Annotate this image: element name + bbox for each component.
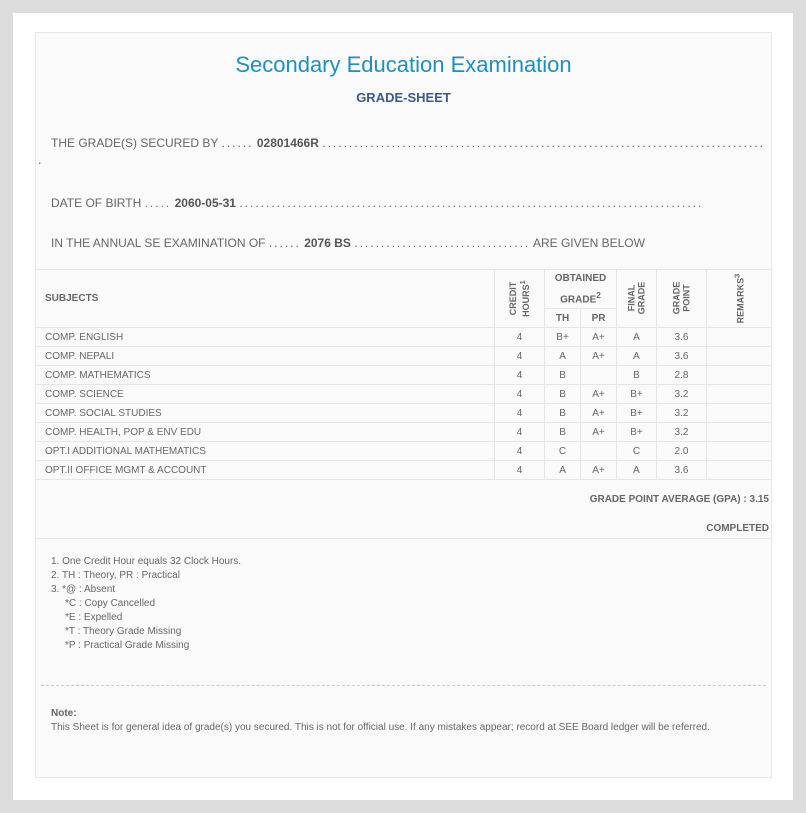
symbol-number: 02801466R — [256, 136, 319, 150]
cell-subject: COMP. MATHEMATICS — [36, 365, 496, 386]
header-credit-hours: CREDIT HOURS1 — [494, 268, 546, 329]
header-obtained-grade: OBTAINED GRADE2 — [544, 268, 618, 310]
cell-final: B — [616, 365, 657, 386]
cell-pr — [580, 365, 618, 386]
page-title: Secondary Education Examination — [235, 52, 572, 77]
table-row: OPT.I ADDITIONAL MATHEMATICS 4 C C 2.0 — [36, 441, 773, 462]
status: COMPLETED — [706, 523, 769, 534]
cell-final: A — [616, 346, 657, 367]
cell-pr: A+ — [580, 384, 618, 405]
cell-credit: 4 — [494, 403, 546, 424]
table-row: OPT.II OFFICE MGMT & ACCOUNT 4 A A+ A 3.6 — [36, 460, 773, 481]
cell-credit: 4 — [494, 441, 546, 462]
table-row: COMP. ENGLISH 4 B+ A+ A 3.6 — [36, 327, 773, 348]
cell-remarks — [705, 346, 773, 367]
dob-line: DATE OF BIRTH ..... 2060-05-31 .........… — [51, 196, 704, 210]
grade-sheet-card: Secondary Education Examination GRADE-SH… — [13, 13, 793, 800]
cell-gp: 2.0 — [656, 441, 707, 462]
table-row: COMP. HEALTH, POP & ENV EDU 4 B A+ B+ 3.2 — [36, 422, 773, 443]
cell-subject: COMP. ENGLISH — [36, 327, 496, 348]
cell-pr: A+ — [580, 422, 618, 443]
grade-sheet-panel: Secondary Education Examination GRADE-SH… — [35, 32, 773, 778]
cell-final: B+ — [616, 422, 657, 443]
cell-gp: 3.2 — [656, 384, 707, 405]
divider — [36, 538, 771, 539]
grades-table: SUBJECTS CREDIT HOURS1 OBTAINED GRADE2 FIN… — [36, 268, 773, 481]
cell-gp: 3.6 — [656, 346, 707, 367]
cell-credit: 4 — [494, 327, 546, 348]
cell-subject: COMP. NEPALI — [36, 346, 496, 367]
cell-remarks — [705, 327, 773, 348]
cell-remarks — [705, 460, 773, 481]
code-note: *T : Theory Grade Missing — [65, 626, 182, 637]
code-note: *E : Expelled — [65, 612, 123, 623]
footnote: 2. TH : Theory, PR : Practical — [51, 570, 180, 581]
cell-th: A — [544, 460, 582, 481]
cell-th: B+ — [544, 327, 582, 348]
cell-subject: OPT.II OFFICE MGMT & ACCOUNT — [36, 460, 496, 481]
cell-credit: 4 — [494, 460, 546, 481]
cell-final: B+ — [616, 384, 657, 405]
table-row: COMP. SOCIAL STUDIES 4 B A+ B+ 3.2 — [36, 403, 773, 424]
header-th: TH — [544, 308, 582, 329]
cell-th: A — [544, 346, 582, 367]
exam-line: IN THE ANNUAL SE EXAMINATION OF ...... 2… — [51, 236, 645, 250]
cell-gp: 2.8 — [656, 365, 707, 386]
cell-th: B — [544, 403, 582, 424]
exam-year: 2076 BS — [304, 236, 351, 250]
secured-by-line: THE GRADE(S) SECURED BY ...... 02801466R… — [51, 136, 763, 150]
table-row: COMP. MATHEMATICS 4 B B 2.8 — [36, 365, 773, 386]
footnote: 1. One Credit Hour equals 32 Clock Hours… — [51, 556, 242, 567]
cell-th: B — [544, 384, 582, 405]
note: Note: This Sheet is for general idea of … — [51, 708, 710, 733]
table-row: COMP. NEPALI 4 A A+ A 3.6 — [36, 346, 773, 367]
cell-th: B — [544, 365, 582, 386]
cell-final: B+ — [616, 403, 657, 424]
cell-credit: 4 — [494, 422, 546, 443]
cell-pr: A+ — [580, 346, 618, 367]
cell-credit: 4 — [494, 346, 546, 367]
cell-pr: A+ — [580, 460, 618, 481]
cell-remarks — [705, 384, 773, 405]
cell-th: C — [544, 441, 582, 462]
header-final-grade: FINAL GRADE — [616, 268, 657, 329]
header-pr: PR — [580, 308, 618, 329]
cell-th: B — [544, 422, 582, 443]
cell-subject: OPT.I ADDITIONAL MATHEMATICS — [36, 441, 496, 462]
cell-subject: COMP. HEALTH, POP & ENV EDU — [36, 422, 496, 443]
cell-credit: 4 — [494, 365, 546, 386]
footnotes: 1. One Credit Hour equals 32 Clock Hours… — [51, 555, 241, 653]
cell-pr: A+ — [580, 403, 618, 424]
code-note: *P : Practical Grade Missing — [65, 640, 190, 651]
cell-credit: 4 — [494, 384, 546, 405]
cell-remarks — [705, 403, 773, 424]
cell-subject: COMP. SCIENCE — [36, 384, 496, 405]
cell-final: A — [616, 460, 657, 481]
page-subtitle: GRADE-SHEET — [356, 90, 451, 105]
cell-gp: 3.6 — [656, 460, 707, 481]
code-note: *C : Copy Cancelled — [65, 598, 156, 609]
header-subjects: SUBJECTS — [36, 268, 496, 329]
cell-final: A — [616, 327, 657, 348]
cell-gp: 3.6 — [656, 327, 707, 348]
cell-subject: COMP. SOCIAL STUDIES — [36, 403, 496, 424]
date-of-birth: 2060-05-31 — [174, 196, 236, 210]
dashed-divider — [41, 685, 766, 686]
cell-pr — [580, 441, 618, 462]
cell-gp: 3.2 — [656, 422, 707, 443]
cell-remarks — [705, 365, 773, 386]
cell-remarks — [705, 422, 773, 443]
cell-gp: 3.2 — [656, 403, 707, 424]
cell-pr: A+ — [580, 327, 618, 348]
gpa: GRADE POINT AVERAGE (GPA) : 3.15 — [589, 494, 769, 505]
header-grade-point: GRADE POINT — [656, 268, 707, 329]
cell-final: C — [616, 441, 657, 462]
table-row: COMP. SCIENCE 4 B A+ B+ 3.2 — [36, 384, 773, 405]
footnote: 3. *@ : Absent — [51, 584, 116, 595]
header-remarks: REMARKS3 — [705, 268, 773, 329]
cell-remarks — [705, 441, 773, 462]
